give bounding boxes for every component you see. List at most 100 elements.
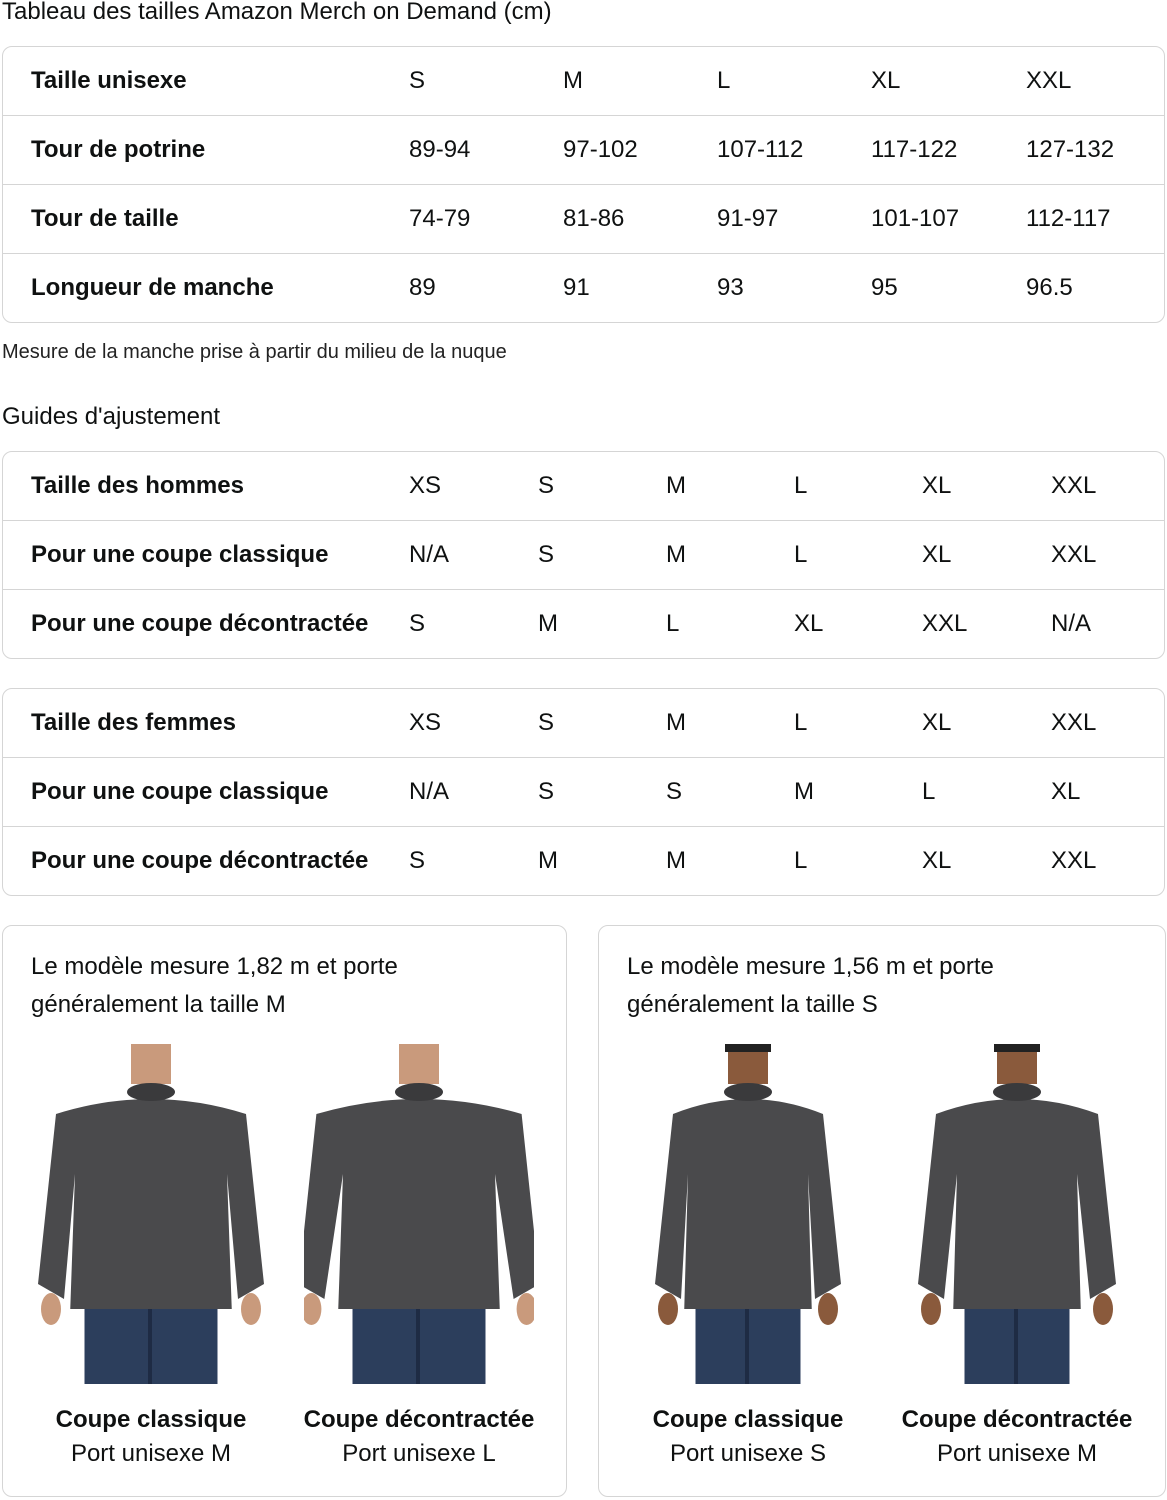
cell-value: S [538,541,555,568]
table-row: Pour une coupe décontractée S M L XL XXL N/A [3,589,1164,658]
cell-value: S [538,472,555,499]
cell-value: 112-117 [1026,205,1111,232]
fit-guides-title: Guides d'ajustement [2,403,221,430]
table-row: Tour de taille 74-79 81-86 91-97 101-107 112-… [3,184,1164,253]
cell-value: 74-79 [409,205,471,232]
table-row: Longueur de manche 89 91 93 95 96.5 [3,253,1164,322]
table-header-row: Taille des hommes XS S M L XL XXL [3,452,1164,520]
fit-label: Coupe classique [652,1406,844,1433]
model-description: Le modèle mesure 1,82 m et porte général… [31,953,398,1018]
size-chart-table: Taille unisexe S M L XL XXL Tour de potrine 89-… [2,46,1165,323]
table-row: Pour une coupe décontractée S M M L XL XXL [3,826,1164,895]
size-chart-title: Tableau des tailles Amazon Merch on Dema… [2,0,552,25]
size-label: Port unisexe M [936,1440,1098,1467]
row-label: Taille unisexe [31,67,187,94]
table-row: Tour de potrine 89-94 97-102 107-112 117-122… [3,115,1164,184]
cell-value: N/A [1051,610,1092,637]
table-header-row: Taille unisexe S M L XL XXL [3,47,1164,115]
cell-value: XXL [1051,472,1097,499]
cell-value: 127-132 [1026,136,1115,163]
cell-value: M [563,67,583,94]
table-header-row: Taille des femmes XS S M L XL XXL [3,689,1164,757]
row-label: Pour une coupe décontractée [31,610,369,637]
cell-value: XXL [1026,67,1072,94]
cell-value: XS [409,472,442,499]
cell-value: 89 [409,274,436,301]
row-label: Tour de potrine [31,136,206,163]
fit-label: Coupe décontractée [901,1406,1133,1433]
cell-value: XL [871,67,901,94]
model-photo [36,1044,266,1384]
cell-value: 93 [717,274,744,301]
cell-value: S [409,847,426,874]
model-photo [633,1044,863,1384]
cell-value: 97-102 [563,136,638,163]
fit-label: Coupe classique [55,1406,247,1433]
cell-value: N/A [409,541,450,568]
cell-value: XXL [1051,541,1097,568]
row-label: Tour de taille [31,205,179,232]
cell-value: 107-112 [717,136,804,163]
women-fit-table: Taille des femmes XS S M L XL XXL Pour une coup… [2,688,1165,896]
table-row: Pour une coupe classique N/A S M L XL XXL [3,520,1164,589]
row-label: Pour une coupe classique [31,541,329,568]
cell-value: M [666,847,686,874]
cell-value: L [794,472,808,499]
cell-value: XL [922,847,952,874]
model-description: Le modèle mesure 1,56 m et porte général… [627,953,994,1018]
row-label: Taille des femmes [31,709,236,736]
cell-value: M [666,472,686,499]
row-label: Pour une coupe décontractée [31,847,369,874]
cell-value: 81-86 [563,205,625,232]
cell-value: 117-122 [871,136,958,163]
cell-value: S [538,778,555,805]
cell-value: N/A [409,778,450,805]
cell-value: M [794,778,814,805]
model-photo [902,1044,1132,1384]
cell-value: 91-97 [717,205,779,232]
photo-caption: Coupe classique Port unisexe S [613,1406,883,1468]
row-label: Taille des hommes [31,472,244,499]
photo-caption: Coupe décontractée Port unisexe L [284,1406,554,1468]
men-fit-table: Taille des hommes XS S M L XL XXL Pour une coup… [2,451,1165,659]
fit-label: Coupe décontractée [303,1406,535,1433]
cell-value: 101-107 [871,205,960,232]
cell-value: M [666,709,686,736]
cell-value: XXL [1051,847,1097,874]
cell-value: L [666,610,680,637]
cell-value: S [409,610,426,637]
cell-value: 95 [871,274,898,301]
cell-value: L [717,67,731,94]
cell-value: XL [794,610,824,637]
size-label: Port unisexe L [342,1440,496,1467]
size-label: Port unisexe M [70,1440,232,1467]
row-label: Pour une coupe classique [31,778,329,805]
cell-value: 91 [563,274,590,301]
cell-value: L [922,778,936,805]
cell-value: 96.5 [1026,274,1073,301]
cell-value: S [666,778,683,805]
photo-caption: Coupe classique Port unisexe M [16,1406,286,1468]
cell-value: XS [409,709,442,736]
cell-value: XXL [922,610,968,637]
table-row: Pour une coupe classique N/A S S M L XL [3,757,1164,826]
cell-value: XL [922,709,952,736]
size-label: Port unisexe S [669,1440,827,1467]
photo-caption: Coupe décontractée Port unisexe M [882,1406,1152,1468]
cell-value: XL [922,472,952,499]
cell-value: L [794,709,808,736]
cell-value: L [794,847,808,874]
cell-value: M [666,541,686,568]
sleeve-note: Mesure de la manche prise à partir du mi… [2,341,507,363]
cell-value: XXL [1051,709,1097,736]
cell-value: L [794,541,808,568]
cell-value: S [409,67,426,94]
cell-value: 89-94 [409,136,471,163]
row-label: Longueur de manche [31,274,274,301]
cell-value: M [538,847,558,874]
cell-value: XL [1051,778,1081,805]
model-photo [298,1044,540,1384]
cell-value: XL [922,541,952,568]
male-model-card: Le modèle mesure 1,82 m et porte général… [2,925,567,1497]
female-model-card: Le modèle mesure 1,56 m et porte général… [598,925,1166,1497]
